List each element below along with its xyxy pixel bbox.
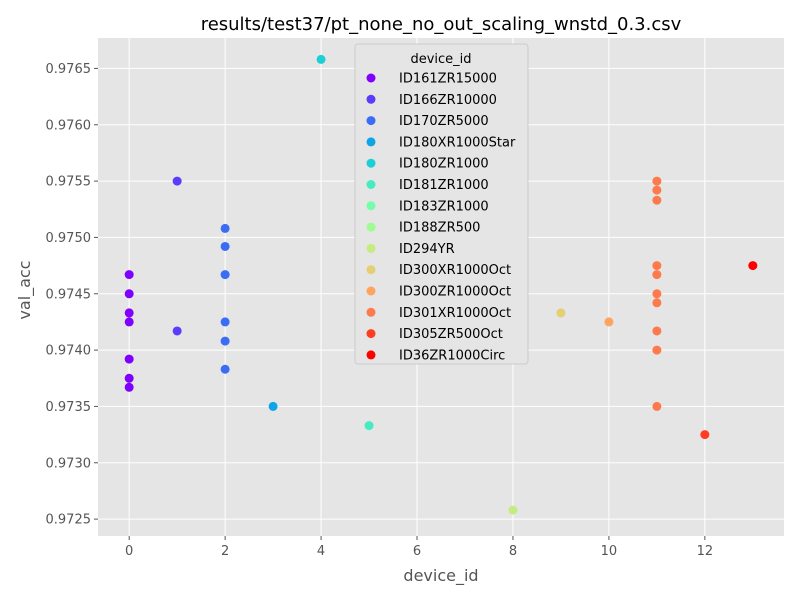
legend-label: ID181ZR1000 <box>399 178 489 193</box>
data-point <box>652 298 662 308</box>
legend-marker <box>366 265 376 275</box>
legend-marker <box>366 180 376 189</box>
legend-label: ID180ZR1000 <box>399 157 489 172</box>
y-tick-label: 0.9730 <box>46 456 92 471</box>
data-point <box>652 195 662 205</box>
data-point <box>124 354 134 364</box>
x-tick-label: 12 <box>697 544 714 559</box>
y-tick-label: 0.9740 <box>46 344 92 359</box>
data-point <box>220 270 230 280</box>
legend-marker <box>366 158 376 168</box>
data-point <box>124 382 134 392</box>
data-point <box>316 54 326 64</box>
legend-label: ID170ZR5000 <box>399 114 489 129</box>
data-point <box>124 373 134 383</box>
legend-marker <box>366 307 376 317</box>
legend-marker <box>366 137 376 147</box>
data-point <box>364 421 374 431</box>
legend-label: ID188ZR500 <box>399 221 480 236</box>
legend-marker <box>366 286 376 296</box>
y-axis-ticks: 0.9725 0.9730 0.9735 0.9740 0.9745 0.9750 0.97… <box>46 62 98 528</box>
legend-label: ID305ZR500Oct <box>399 327 503 342</box>
data-point <box>220 317 230 327</box>
legend-label: ID180XR1000Star <box>399 135 516 150</box>
y-tick-label: 0.9765 <box>46 62 92 77</box>
legend-title: device_id <box>410 52 471 67</box>
data-point <box>268 401 278 411</box>
data-point <box>652 289 662 299</box>
legend-marker <box>366 329 376 339</box>
data-point <box>700 430 710 440</box>
x-tick-label: 6 <box>413 544 421 559</box>
data-point <box>652 185 662 195</box>
data-point <box>652 270 662 280</box>
legend-marker <box>366 222 376 232</box>
x-tick-label: 2 <box>221 544 229 559</box>
legend-label: ID161ZR15000 <box>399 72 497 87</box>
data-point <box>652 176 662 186</box>
x-axis-label: device_id <box>403 566 478 586</box>
legend-label: ID183ZR1000 <box>399 199 489 214</box>
data-point <box>748 261 758 271</box>
x-tick-label: 0 <box>125 544 133 559</box>
data-point <box>652 261 662 271</box>
legend: device_id ID161ZR15000 ID166ZR10000 ID170Z… <box>354 43 529 365</box>
data-point <box>172 176 182 186</box>
legend-label: ID294YR <box>399 242 455 257</box>
legend-marker <box>366 116 376 126</box>
data-point <box>508 505 518 515</box>
legend-marker <box>366 243 376 253</box>
legend-marker <box>366 350 376 360</box>
legend-marker <box>366 73 376 83</box>
chart-title: results/test37/pt_none_no_out_scaling_wn… <box>201 14 682 35</box>
legend-entries: ID161ZR15000 ID166ZR10000 ID170ZR5000 ID180… <box>366 72 516 363</box>
data-point <box>220 223 230 233</box>
data-point <box>652 345 662 355</box>
x-tick-label: 10 <box>601 544 618 559</box>
data-point <box>220 364 230 374</box>
y-tick-label: 0.9745 <box>46 287 92 302</box>
data-point <box>124 270 134 280</box>
legend-marker <box>366 94 376 104</box>
y-tick-label: 0.9760 <box>46 118 92 133</box>
y-tick-label: 0.9750 <box>46 231 92 246</box>
legend-marker <box>366 201 376 211</box>
legend-label: ID300ZR1000Oct <box>399 285 511 300</box>
data-point <box>172 326 182 336</box>
y-tick-label: 0.9725 <box>46 513 92 528</box>
x-tick-label: 4 <box>317 544 325 559</box>
data-point <box>556 308 566 318</box>
legend-box <box>354 43 529 365</box>
legend-label: ID166ZR10000 <box>399 93 497 108</box>
data-point <box>124 308 134 318</box>
data-point <box>124 317 134 327</box>
data-point <box>652 401 662 411</box>
data-point <box>220 241 230 251</box>
data-point <box>604 317 614 327</box>
x-tick-label: 8 <box>509 544 517 559</box>
legend-label: ID300XR1000Oct <box>399 263 511 278</box>
data-point <box>220 336 230 346</box>
x-axis-ticks: 0 2 4 6 8 10 12 <box>125 536 713 559</box>
y-tick-label: 0.9735 <box>46 400 92 415</box>
data-point <box>124 289 134 299</box>
legend-label: ID301XR1000Oct <box>399 306 511 321</box>
y-tick-label: 0.9755 <box>46 175 92 190</box>
legend-label: ID36ZR1000Circ <box>399 348 505 363</box>
data-point <box>652 326 662 336</box>
y-axis-label: val_acc <box>15 260 35 319</box>
